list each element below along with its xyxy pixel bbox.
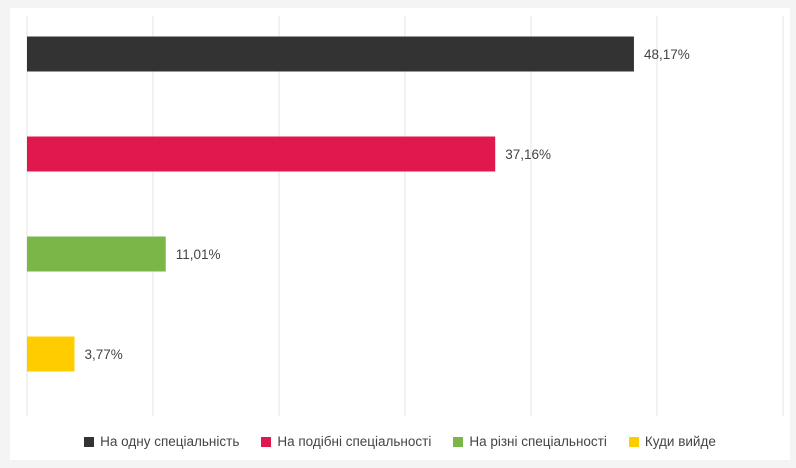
data-label: 48,17%: [644, 47, 690, 62]
legend-swatch: [628, 436, 639, 447]
legend-label: На подібні спеціальності: [277, 434, 432, 449]
bar-chart: 48,17% 37,16% 11,01% 3,77%: [26, 16, 784, 416]
bar: [27, 36, 634, 72]
data-label: 11,01%: [176, 247, 221, 262]
chart-legend: На одну спеціальність На подібні спеціал…: [10, 434, 790, 449]
legend-item-similar-specialties: На подібні спеціальності: [261, 434, 431, 449]
legend-label: Куди вийде: [644, 434, 716, 449]
legend-item-wherever: Куди вийде: [628, 434, 716, 449]
legend-swatch: [84, 436, 95, 447]
legend-swatch: [453, 436, 464, 447]
legend-item-one-specialty: На одну спеціальність: [84, 434, 239, 449]
legend-swatch: [261, 436, 272, 447]
bar: [27, 236, 166, 272]
data-label: 37,16%: [505, 147, 551, 162]
bar: [27, 136, 496, 172]
bar: [27, 336, 75, 372]
chart-area: 48,17% 37,16% 11,01% 3,77% На одну спеціаль…: [10, 8, 790, 460]
legend-item-different-specialties: На різні спеціальності: [453, 434, 607, 449]
legend-label: На одну спеціальність: [100, 434, 240, 449]
data-label: 3,77%: [85, 347, 123, 362]
legend-label: На різні спеціальності: [469, 434, 607, 449]
